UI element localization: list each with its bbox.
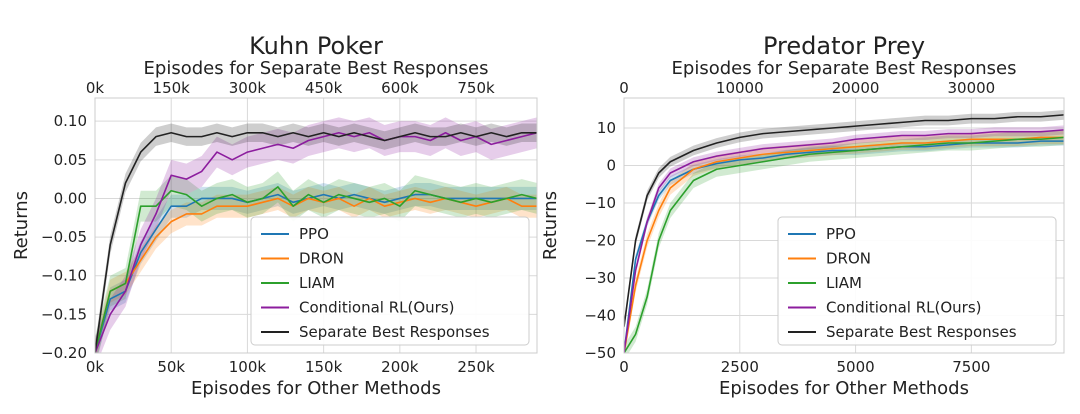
legend-label: Conditional RL(Ours) — [299, 299, 455, 317]
x-tick-label: 7500 — [952, 358, 990, 376]
y-tick-label: 0.10 — [54, 112, 87, 130]
series-group — [624, 110, 1064, 353]
series-band-1 — [95, 186, 537, 353]
legend-label: Separate Best Responses — [299, 323, 490, 341]
legend-label: PPO — [299, 225, 329, 243]
top-x-tick-label: 0k — [86, 79, 105, 97]
x-tick-label: 100k — [229, 358, 267, 376]
series-line-3 — [95, 131, 537, 353]
top-x-tick-label: 20000 — [832, 79, 880, 97]
top-x-tick-label: 150k — [153, 79, 191, 97]
y-tick-label: 0.05 — [54, 151, 87, 169]
x-tick-label: 50k — [157, 358, 185, 376]
top-x-tick-label: 450k — [305, 79, 343, 97]
top-x-axis-label: Episodes for Separate Best Responses — [144, 58, 489, 79]
y-tick-label: 0 — [606, 157, 616, 175]
y-tick-label: −0.10 — [41, 267, 87, 285]
x-tick-label: 0k — [86, 358, 105, 376]
series-line-4 — [624, 114, 1064, 327]
chart-title: Predator Prey — [763, 32, 925, 60]
y-axis-label: Returns — [11, 191, 32, 260]
series-line-1 — [95, 197, 537, 353]
series-line-3 — [624, 129, 1064, 353]
legend-box — [777, 216, 1057, 346]
x-axis-label: Episodes for Other Methods — [191, 378, 441, 399]
y-tick-label: −0.05 — [41, 228, 87, 246]
x-axis-label: Episodes for Other Methods — [719, 378, 969, 399]
top-x-tick-label: 600k — [381, 79, 419, 97]
y-tick-label: −10 — [584, 194, 616, 212]
top-x-tick-label: 300k — [229, 79, 267, 97]
y-tick-label: −0.15 — [41, 305, 87, 323]
series-band-2 — [95, 171, 537, 353]
x-tick-label: 2500 — [721, 358, 759, 376]
y-tick-label: 10 — [597, 119, 616, 137]
x-tick-label: 150k — [305, 358, 343, 376]
series-line-2 — [624, 136, 1064, 353]
y-tick-label: 0.00 — [54, 189, 87, 207]
y-axis-label: Returns — [540, 191, 561, 260]
y-tick-label: −30 — [584, 269, 616, 287]
legend-label: Separate Best Responses — [826, 323, 1017, 341]
series-line-1 — [624, 136, 1064, 353]
legend-label: Conditional RL(Ours) — [826, 299, 982, 317]
legend-label: LIAM — [299, 274, 335, 292]
legend-label: DRON — [299, 250, 344, 268]
top-x-tick-label: 30000 — [948, 79, 996, 97]
top-x-tick-label: 0 — [619, 79, 629, 97]
x-tick-label: 0 — [619, 358, 629, 376]
x-tick-label: 5000 — [836, 358, 874, 376]
series-line-2 — [95, 186, 537, 353]
chart-title: Kuhn Poker — [249, 32, 383, 60]
series-band-3 — [95, 117, 537, 353]
legend-label: LIAM — [826, 274, 862, 292]
series-line-4 — [95, 131, 537, 353]
series-line-0 — [95, 193, 537, 353]
y-tick-label: −50 — [584, 344, 616, 362]
legend-label: DRON — [826, 250, 871, 268]
series-band-4 — [95, 123, 537, 353]
y-tick-label: −0.20 — [41, 344, 87, 362]
x-tick-label: 200k — [381, 358, 419, 376]
x-tick-label: 250k — [457, 358, 495, 376]
legend-label: PPO — [826, 225, 856, 243]
top-x-axis-label: Episodes for Separate Best Responses — [672, 58, 1017, 79]
y-tick-label: −20 — [584, 232, 616, 250]
plot-frame — [94, 97, 538, 354]
series-line-0 — [624, 140, 1064, 353]
plot-frame — [623, 97, 1065, 354]
y-tick-label: −40 — [584, 307, 616, 325]
legend-box — [250, 216, 530, 346]
series-group — [95, 117, 537, 353]
series-band-0 — [95, 183, 537, 353]
top-x-tick-label: 10000 — [716, 79, 764, 97]
top-x-tick-label: 750k — [457, 79, 495, 97]
